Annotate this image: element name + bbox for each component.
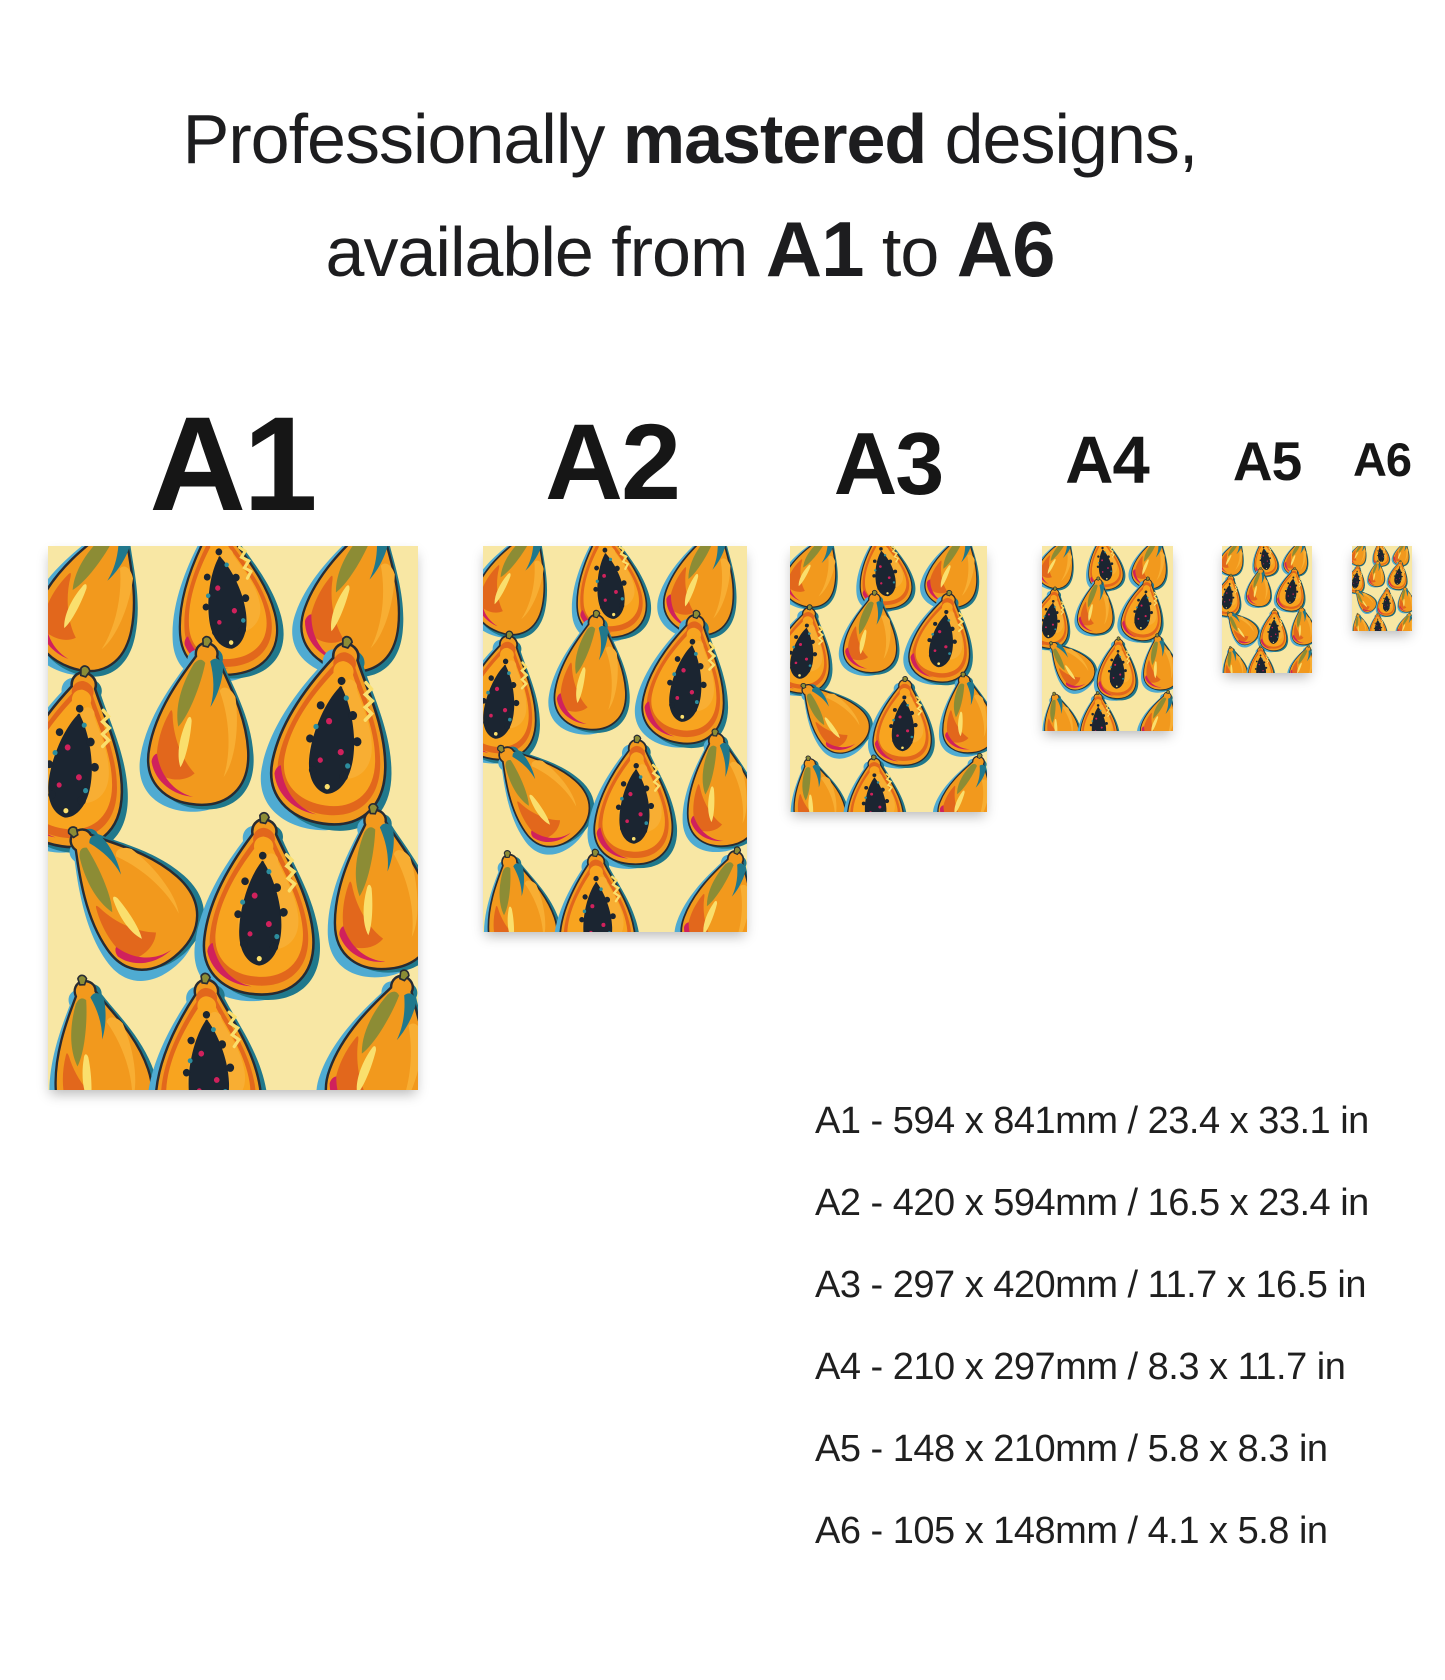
size-spec-a4: A4 - 210 x 297mm / 8.3 x 11.7 in xyxy=(815,1346,1346,1388)
size-label-a6: A6 xyxy=(1352,433,1412,486)
poster-preview-a5 xyxy=(1222,546,1312,673)
page-title-line2: available from A1 to A6 xyxy=(0,194,1380,307)
poster-preview-a3 xyxy=(790,546,987,812)
poster-preview-a6 xyxy=(1352,546,1412,631)
size-spec-a5: A5 - 148 x 210mm / 5.8 x 8.3 in xyxy=(815,1428,1328,1470)
title-bold-mastered: mastered xyxy=(622,100,927,178)
poster-preview-a4 xyxy=(1042,546,1173,731)
title-text: designs, xyxy=(926,100,1199,178)
papaya-artwork xyxy=(483,546,747,932)
size-label-a1: A1 xyxy=(149,390,317,539)
size-label-a4: A4 xyxy=(1065,423,1150,498)
papaya-artwork xyxy=(48,546,418,1090)
poster-preview-a1 xyxy=(48,546,418,1090)
title-text: Professionally xyxy=(182,100,623,178)
page-title-line1: Professionally mastered designs, xyxy=(0,84,1380,194)
size-label-a3: A3 xyxy=(833,414,945,513)
papaya-artwork xyxy=(1222,546,1312,673)
size-spec-a1: A1 - 594 x 841mm / 23.4 x 33.1 in xyxy=(815,1100,1369,1142)
title-bold-a6: A6 xyxy=(956,205,1056,293)
size-label-a2: A2 xyxy=(544,401,681,522)
title-text: to xyxy=(863,213,957,291)
poster-preview-a2 xyxy=(483,546,747,932)
title-bold-a1: A1 xyxy=(765,205,865,293)
papaya-artwork xyxy=(790,546,987,812)
size-spec-a2: A2 - 420 x 594mm / 16.5 x 23.4 in xyxy=(815,1182,1369,1224)
size-spec-a3: A3 - 297 x 420mm / 11.7 x 16.5 in xyxy=(815,1264,1366,1306)
size-spec-a6: A6 - 105 x 148mm / 4.1 x 5.8 in xyxy=(815,1510,1328,1552)
page-title: Professionally mastered designs, availab… xyxy=(0,84,1380,307)
title-text: available from xyxy=(325,213,766,291)
papaya-artwork xyxy=(1352,546,1412,631)
papaya-artwork xyxy=(1042,546,1173,731)
size-label-a5: A5 xyxy=(1232,430,1302,492)
size-spec-list: A1 - 594 x 841mm / 23.4 x 33.1 in A2 - 4… xyxy=(815,1080,1369,1572)
